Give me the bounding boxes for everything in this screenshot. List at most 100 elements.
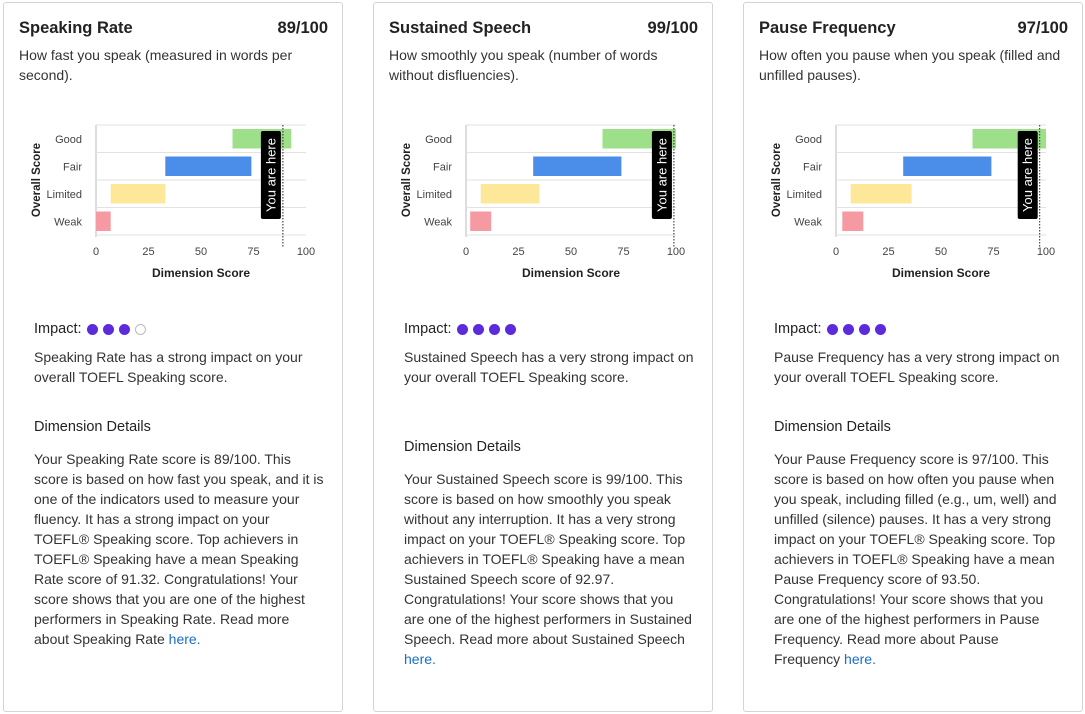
details-text: Your Pause Frequency score is 97/100. Th…: [774, 449, 1064, 669]
impact-text: Speaking Rate has a strong impact on you…: [34, 349, 303, 385]
details-text: Your Speaking Rate score is 89/100. This…: [34, 449, 324, 649]
impact-row: Impact:: [404, 321, 521, 337]
category-label: Limited: [47, 189, 82, 201]
bar-limited: [480, 184, 540, 204]
read-more-link[interactable]: here.: [844, 651, 876, 667]
marker-label: You are here: [1020, 138, 1035, 212]
x-axis-label: Dimension Score: [522, 266, 620, 280]
impact-dot-filled: [456, 323, 468, 335]
card-description: How smoothly you speak (number of words …: [389, 47, 658, 83]
impact-dot-filled: [504, 323, 516, 335]
impact-dot-filled: [874, 323, 886, 335]
category-label: Good: [55, 134, 82, 146]
bar-fair: [533, 156, 622, 176]
y-axis-label: Overall Score: [401, 143, 413, 217]
details-heading: Dimension Details: [404, 439, 521, 455]
category-label: Good: [425, 134, 452, 146]
marker-badge: [1017, 131, 1038, 219]
category-label: Limited: [787, 189, 822, 201]
impact-dot-filled: [488, 323, 500, 335]
impact-text: Pause Frequency has a very strong impact…: [774, 349, 1060, 385]
card-description: How fast you speak (measured in words pe…: [19, 47, 293, 83]
impact-dots: [86, 323, 151, 335]
details-heading: Dimension Details: [774, 419, 891, 435]
marker-badge: [260, 131, 281, 219]
impact-label: Impact:: [774, 321, 822, 337]
category-label: Limited: [417, 189, 452, 201]
x-axis-label: Dimension Score: [892, 266, 990, 280]
bar-weak: [842, 211, 864, 231]
details-body: Your Speaking Rate score is 89/100. This…: [34, 451, 324, 647]
bar-limited: [850, 184, 912, 204]
details-heading: Dimension Details: [34, 419, 151, 435]
y-axis-label: Overall Score: [31, 143, 43, 217]
impact-dot-empty: [134, 323, 146, 335]
category-label: Weak: [794, 216, 822, 228]
score-chart-svg: Good Fair Limited Weak 0 25 50 75 100 Dimension S…: [771, 124, 1055, 280]
marker-label: You are here: [654, 138, 669, 212]
x-tick-label: 0: [463, 246, 469, 258]
x-tick-label: 50: [195, 246, 207, 258]
read-more-link[interactable]: here.: [168, 631, 201, 647]
details-body: Your Pause Frequency score is 97/100. Th…: [774, 451, 1057, 667]
details-text: Your Sustained Speech score is 99/100. T…: [404, 469, 694, 669]
x-tick-label: 100: [1037, 246, 1055, 258]
x-tick-label: 75: [987, 246, 999, 258]
card-score: 99/100: [647, 19, 698, 37]
dimension-card-pause-frequency: Pause Frequency 97/100 How often you pau…: [743, 2, 1083, 712]
bar-fair: [903, 156, 992, 176]
category-label: Fair: [433, 161, 452, 173]
impact-label: Impact:: [34, 321, 82, 337]
marker-label: You are here: [263, 138, 278, 212]
card-title: Speaking Rate: [19, 19, 133, 37]
score-chart-svg: Good Fair Limited Weak 0 25 50 75 100 Dimension S…: [31, 124, 315, 280]
card-description: How often you pause when you speak (fill…: [759, 47, 1061, 83]
category-label: Weak: [424, 216, 452, 228]
bar-limited: [110, 184, 166, 204]
dimension-card-speaking-rate: Speaking Rate 89/100 How fast you speak …: [3, 2, 343, 712]
impact-dot-filled: [472, 323, 484, 335]
card-score: 89/100: [277, 19, 328, 37]
impact-dot-filled: [858, 323, 870, 335]
x-tick-label: 25: [512, 246, 524, 258]
score-chart: Good Fair Limited Weak 0 25 50 75 100 Dimension S…: [744, 113, 1084, 293]
read-more-link[interactable]: here.: [404, 651, 436, 667]
x-tick-label: 50: [935, 246, 947, 258]
x-tick-label: 0: [93, 246, 99, 258]
impact-dot-filled: [842, 323, 854, 335]
x-tick-label: 50: [565, 246, 577, 258]
x-tick-label: 75: [247, 246, 259, 258]
score-chart: Good Fair Limited Weak 0 25 50 75 100 Dimension S…: [374, 113, 714, 293]
category-label: Weak: [54, 216, 82, 228]
category-label: Fair: [803, 161, 822, 173]
impact-dot-filled: [102, 323, 114, 335]
bar-weak: [96, 211, 111, 231]
card-score: 97/100: [1017, 19, 1068, 37]
x-tick-label: 75: [617, 246, 629, 258]
x-tick-label: 25: [882, 246, 894, 258]
impact-label: Impact:: [404, 321, 452, 337]
card-title: Pause Frequency: [759, 19, 896, 37]
impact-row: Impact:: [774, 321, 891, 337]
category-label: Good: [795, 134, 822, 146]
impact-dot-filled: [86, 323, 98, 335]
card-title: Sustained Speech: [389, 19, 532, 37]
x-tick-label: 100: [297, 246, 315, 258]
score-chart-svg: Good Fair Limited Weak 0 25 50 75 100 Dimension S…: [401, 124, 685, 280]
impact-dot-filled: [118, 323, 130, 335]
impact-dots: [826, 323, 891, 335]
impact-text: Sustained Speech has a very strong impac…: [404, 349, 694, 385]
y-axis-label: Overall Score: [771, 143, 783, 217]
x-tick-label: 100: [667, 246, 685, 258]
details-body: Your Sustained Speech score is 99/100. T…: [404, 471, 692, 647]
marker-badge: [651, 131, 672, 219]
x-tick-label: 25: [142, 246, 154, 258]
bar-fair: [165, 156, 252, 176]
impact-dot-filled: [826, 323, 838, 335]
category-label: Fair: [63, 161, 82, 173]
dimension-card-sustained-speech: Sustained Speech 99/100 How smoothly you…: [373, 2, 713, 712]
impact-dots: [456, 323, 521, 335]
score-chart: Good Fair Limited Weak 0 25 50 75 100 Dimension S…: [4, 113, 344, 293]
impact-row: Impact:: [34, 321, 151, 337]
x-axis-label: Dimension Score: [152, 266, 250, 280]
